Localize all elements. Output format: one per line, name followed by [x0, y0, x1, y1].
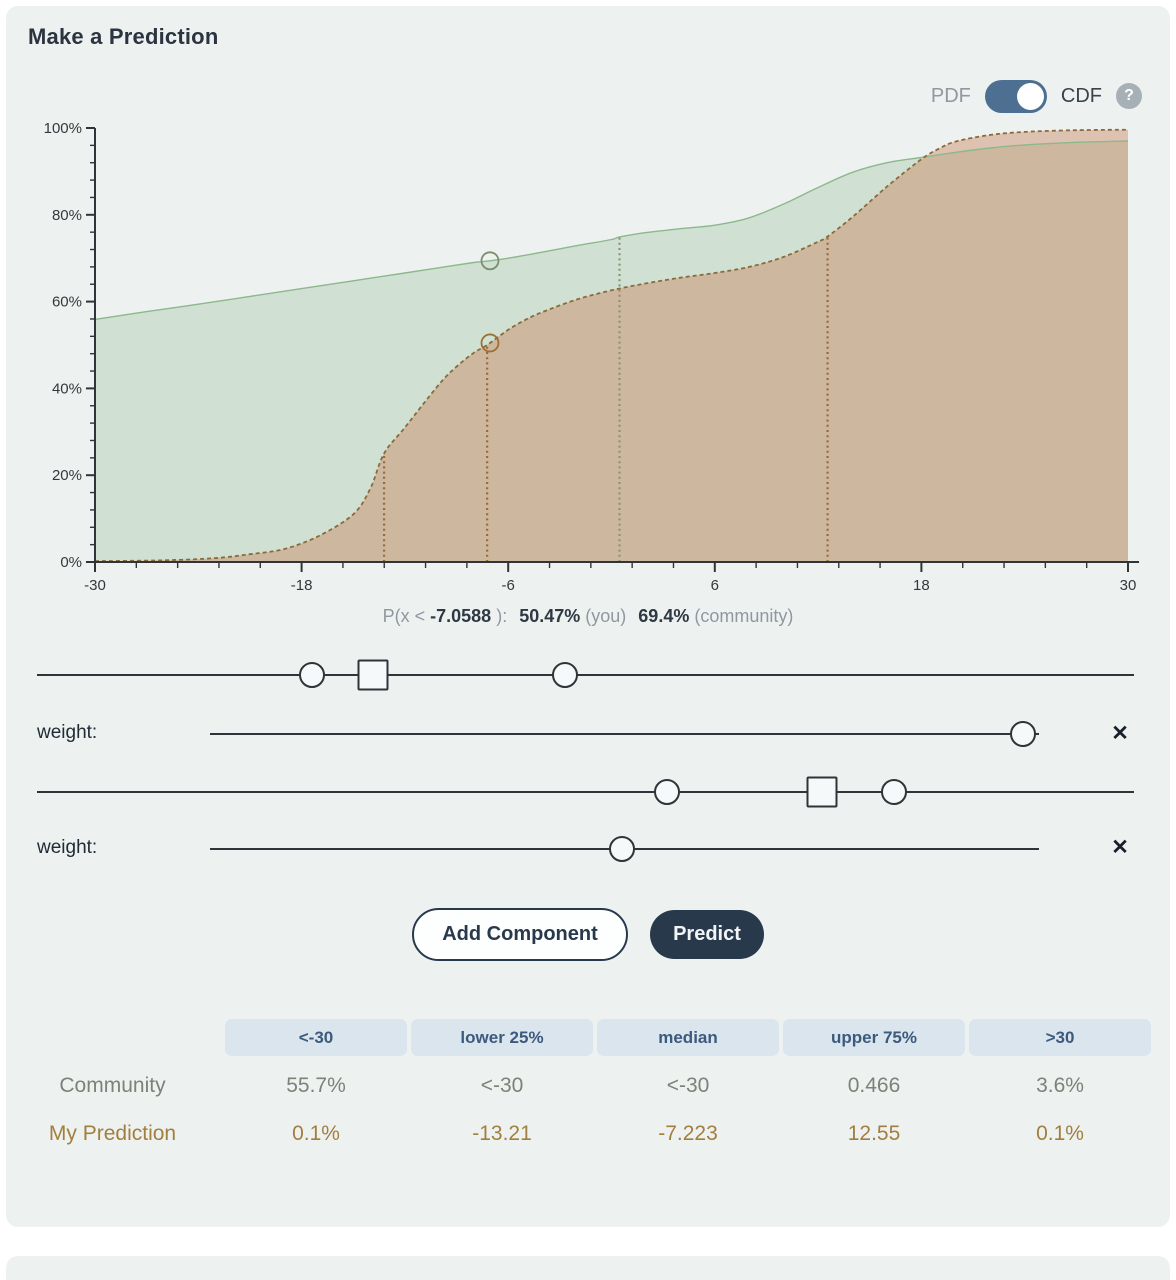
my-prediction-cdf-line [94, 128, 1129, 562]
pdf-label[interactable]: PDF [930, 84, 971, 107]
readout-you-value: 50.47% [519, 606, 581, 626]
community-upper75: 0.466 [847, 1074, 901, 1097]
y-axis-label: 0% [60, 554, 82, 571]
community-cdf-line [94, 140, 1129, 321]
community-lower25: <-30 [480, 1074, 524, 1097]
cdf-label[interactable]: CDF [1060, 84, 1102, 107]
weight2-label: weight: [37, 837, 98, 858]
predict-button[interactable]: Predict [650, 910, 764, 959]
weight1-track[interactable] [210, 733, 1039, 735]
my-median: -7.223 [658, 1122, 718, 1145]
my-below-range: 0.1% [292, 1122, 340, 1145]
component1-left-handle[interactable] [299, 662, 326, 688]
y-axis-label: 20% [52, 467, 82, 484]
weight2-slider[interactable] [210, 827, 1039, 871]
remove-component1-button[interactable]: ✕ [1111, 721, 1129, 745]
weight1-slider[interactable] [210, 712, 1039, 756]
header-lower25: lower 25% [411, 1019, 593, 1056]
header-below-range: <-30 [225, 1019, 407, 1056]
component2-right-handle[interactable] [880, 779, 907, 805]
help-icon[interactable]: ? [1116, 83, 1142, 109]
component1-track[interactable] [37, 674, 1134, 676]
table-row-community: Community 55.7% <-30 <-30 0.466 3.6% [6, 1068, 1170, 1104]
weight2-handle[interactable] [609, 836, 635, 862]
community-below-range: 55.7% [286, 1074, 346, 1097]
community-area-fill [95, 141, 1128, 562]
pdf-cdf-toggle[interactable] [984, 79, 1047, 113]
summary-table-header: <-30 lower 25% median upper 75% >30 [6, 1019, 1170, 1056]
readout-you-label: (you) [585, 606, 627, 626]
add-component-button[interactable]: Add Component [412, 908, 628, 961]
x-axis-label: 18 [913, 577, 930, 594]
component1-center-handle[interactable] [357, 659, 389, 691]
component1-slider[interactable] [37, 648, 1134, 702]
x-axis-label: 6 [711, 577, 719, 594]
y-axis-label: 60% [52, 294, 82, 311]
x-axis-label: -30 [84, 577, 106, 594]
pdf-cdf-toggle-row: PDF CDF ? [931, 78, 1142, 114]
next-section-card [6, 1256, 1170, 1280]
header-median: median [597, 1019, 779, 1056]
header-above-range: >30 [969, 1019, 1151, 1056]
component2-slider[interactable] [37, 765, 1134, 819]
page-title: Make a Prediction [28, 24, 219, 49]
x-axis-label: 30 [1120, 577, 1137, 594]
weight1-label: weight: [37, 722, 98, 743]
community-row-label: Community [59, 1074, 166, 1097]
component1-right-handle[interactable] [551, 662, 578, 688]
community-hover-marker[interactable] [480, 251, 500, 271]
my-lower25: -13.21 [472, 1122, 532, 1145]
my-upper75: 12.55 [847, 1122, 901, 1145]
component2-track[interactable] [37, 791, 1134, 793]
readout-suffix: ): [491, 606, 508, 626]
remove-component2-button[interactable]: ✕ [1111, 835, 1129, 859]
readout-x-value: -7.0588 [430, 606, 492, 626]
community-median: <-30 [666, 1074, 710, 1097]
header-upper75: upper 75% [783, 1019, 965, 1056]
my_prediction-hover-marker[interactable] [480, 333, 500, 353]
y-axis-label: 100% [44, 120, 82, 137]
component2-center-handle[interactable] [806, 776, 838, 808]
cdf-chart[interactable]: 0% 20% 40% 60% 80% 100% -30 -18 -6 6 18 30 [6, 90, 1170, 595]
readout-community-value: 69.4% [638, 606, 690, 626]
readout-prefix: P(x < [382, 606, 431, 626]
component2-left-handle[interactable] [653, 779, 680, 805]
my-above-range: 0.1% [1036, 1122, 1084, 1145]
x-axis-label: -6 [502, 577, 515, 594]
weight1-handle[interactable] [1010, 721, 1037, 747]
table-row-my-prediction: My Prediction 0.1% -13.21 -7.223 12.55 0… [6, 1116, 1170, 1152]
probability-readout: P(x < -7.0588 ): 50.47% (you) 69.4% (commu… [6, 606, 1170, 627]
community-above-range: 3.6% [1036, 1074, 1084, 1097]
y-axis-label: 80% [52, 207, 82, 224]
y-axis-label: 40% [52, 380, 82, 397]
my-prediction-row-label: My Prediction [48, 1122, 177, 1145]
x-axis-label: -18 [291, 577, 313, 594]
toggle-knob-icon [1016, 82, 1044, 110]
prediction-panel: Make a Prediction PDF CDF ? 0% 20% 40% 60% 8… [6, 6, 1170, 1227]
readout-community-label: (community) [694, 606, 794, 626]
my-prediction-area-fill [95, 129, 1128, 562]
